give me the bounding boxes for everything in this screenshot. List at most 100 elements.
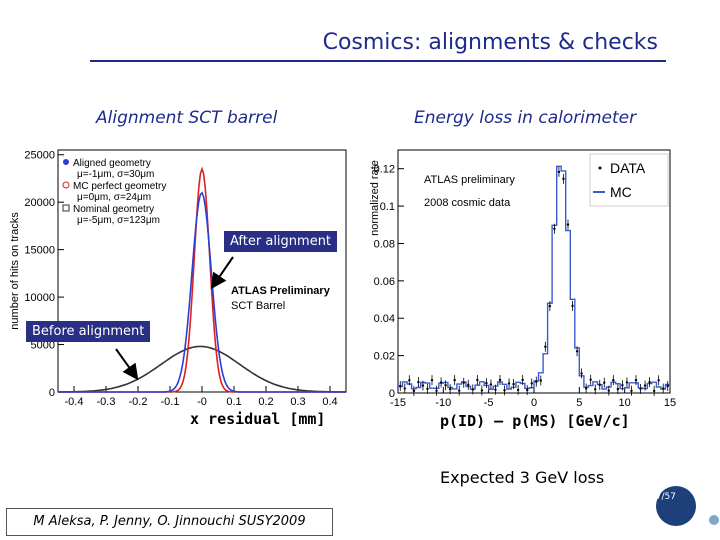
right-data-point — [516, 388, 520, 392]
left-series-curve — [58, 345, 347, 393]
right-xtick-label: -10 — [435, 397, 451, 409]
right-data-point — [643, 384, 647, 387]
left-xtick-label: -0.4 — [65, 396, 84, 408]
right-data-point — [571, 304, 574, 308]
right-data-point — [553, 227, 556, 230]
legend-marker-aligned — [63, 159, 69, 165]
left-xtick-label: 0.2 — [258, 396, 273, 408]
right-heading: Energy loss in calorimeter — [414, 108, 637, 128]
right-data-point — [598, 383, 601, 387]
left-xtick-label: -0.3 — [97, 396, 116, 408]
right-data-point — [480, 389, 484, 392]
right-data-point — [471, 388, 474, 391]
right-data-point — [666, 384, 669, 388]
left-legend-detail: μ=-5μm, σ=123μm — [77, 215, 160, 226]
right-data-point — [566, 223, 570, 226]
after-alignment-callout: After alignment — [224, 231, 338, 252]
legend-marker-mc — [62, 181, 70, 189]
right-data-point — [657, 379, 660, 382]
right-data-point — [557, 170, 561, 174]
right-chart-xlabel: p(ID) – p(MS) [GeV/c] — [440, 412, 630, 430]
footer-authors: M Aleksa, P. Jenny, O. Jinnouchi SUSY200… — [6, 508, 333, 536]
right-data-point — [467, 383, 470, 387]
right-xtick-label: 0 — [531, 397, 537, 409]
left-legend-detail: μ=0μm, σ=24μm — [77, 192, 151, 203]
right-data-point — [435, 389, 438, 393]
expected-loss-note: Expected 3 GeV loss — [440, 468, 605, 487]
right-data-point — [503, 389, 506, 392]
left-legend-detail: μ=-1μm, σ=30μm — [77, 169, 154, 180]
left-heading: Alignment SCT barrel — [96, 108, 278, 128]
left-annotation-line2: SCT Barrel — [231, 300, 285, 312]
right-data-point — [448, 387, 452, 391]
right-data-point — [584, 387, 588, 390]
right-legend-mc-label: MC — [610, 184, 632, 200]
left-legend-name: Aligned geometry — [73, 158, 151, 169]
right-legend-data-label: DATA — [610, 160, 646, 176]
right-data-point — [408, 379, 411, 382]
left-ytick-label: 10000 — [24, 292, 55, 304]
right-ytick-label: 0.02 — [374, 351, 395, 363]
right-data-point — [562, 177, 565, 181]
right-data-point — [539, 379, 542, 382]
right-mc-histogram — [398, 165, 670, 390]
right-data-point — [412, 389, 416, 393]
right-data-point — [548, 304, 552, 308]
right-data-point — [580, 372, 583, 375]
right-data-point — [444, 384, 447, 387]
slide-title: Cosmics: alignments & checks — [322, 30, 658, 55]
left-series-curve — [58, 191, 346, 393]
right-data-point — [417, 380, 420, 384]
right-ytick-label: 0.12 — [374, 164, 395, 176]
right-xtick-label: 10 — [619, 397, 631, 409]
right-data-point — [476, 378, 479, 382]
right-data-point — [458, 389, 461, 392]
right-data-point — [426, 387, 429, 391]
left-xtick-label: 0.3 — [290, 396, 305, 408]
right-data-point — [430, 378, 434, 382]
right-data-point — [535, 380, 538, 383]
right-legend-box — [589, 153, 669, 207]
right-data-point — [453, 378, 456, 382]
right-data-point — [575, 350, 579, 353]
right-xtick-label: 15 — [664, 397, 676, 409]
legend-marker-nominal — [62, 204, 70, 212]
right-data-point — [399, 384, 402, 388]
right-data-point — [648, 380, 651, 384]
before-alignment-callout: Before alignment — [26, 321, 151, 342]
right-data-point — [462, 381, 465, 384]
left-ytick-label: 5000 — [31, 340, 55, 352]
page-badge — [656, 486, 696, 526]
right-ytick-label: 0 — [389, 388, 395, 400]
right-data-point — [494, 388, 497, 391]
right-data-point — [439, 381, 443, 384]
left-legend-name: Nominal geometry — [73, 204, 154, 215]
right-data-point — [526, 388, 529, 392]
right-ytick-label: 0.04 — [374, 313, 395, 325]
left-annotation-line1: ATLAS Preliminary — [231, 285, 331, 297]
right-ylabel: normalized rate — [369, 160, 381, 236]
right-data-point — [530, 382, 533, 385]
after-alignment-arrow — [210, 256, 234, 290]
right-data-point — [639, 387, 642, 391]
left-ytick-label: 0 — [49, 387, 55, 399]
right-data-point — [403, 387, 406, 390]
left-xtick-label: 0.1 — [226, 396, 241, 408]
left-ytick-label: 15000 — [24, 245, 55, 257]
right-data-point — [630, 389, 633, 393]
left-xtick-label: -0.2 — [129, 396, 148, 408]
left-plot-frame — [57, 149, 347, 393]
right-xtick-label: -15 — [390, 397, 406, 409]
before-alignment-arrow — [115, 348, 139, 381]
right-data-point — [662, 387, 665, 390]
right-data-point — [621, 384, 624, 387]
right-annotation-line2: 2008 cosmic data — [424, 197, 511, 209]
right-data-point — [625, 381, 629, 384]
right-data-point — [512, 382, 515, 386]
left-ytick-label: 25000 — [24, 150, 55, 162]
left-xtick-label: 0.4 — [322, 396, 337, 408]
left-legend-name: MC perfect geometry — [73, 181, 166, 192]
page-dot — [709, 515, 719, 525]
right-annotation-line1: ATLAS preliminary — [424, 174, 515, 186]
